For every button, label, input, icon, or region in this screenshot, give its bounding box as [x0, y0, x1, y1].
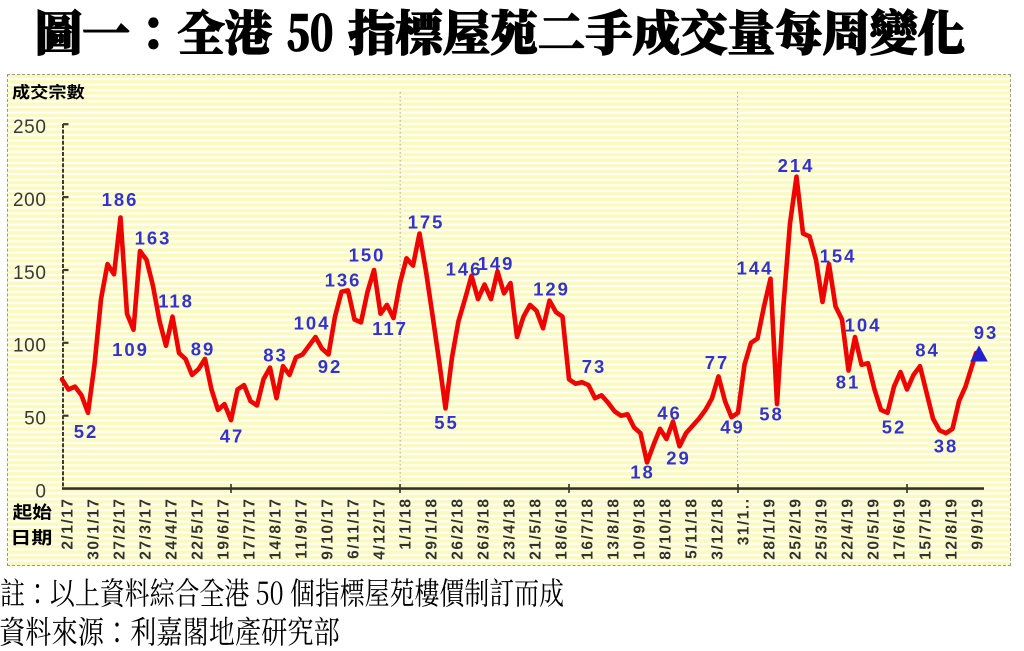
svg-text:250: 250 [13, 117, 47, 138]
svg-text:104: 104 [294, 312, 331, 333]
svg-text:163: 163 [135, 227, 172, 248]
svg-text:117: 117 [372, 318, 408, 339]
svg-text:26/2/18: 26/2/18 [449, 498, 466, 560]
svg-text:30/1/17: 30/1/17 [85, 498, 102, 560]
svg-text:104: 104 [845, 314, 882, 335]
svg-text:109: 109 [112, 339, 149, 360]
svg-text:84: 84 [915, 339, 940, 360]
svg-text:73: 73 [582, 356, 607, 377]
svg-text:18/6/18: 18/6/18 [553, 498, 570, 560]
svg-text:25/3/19: 25/3/19 [813, 498, 830, 560]
svg-text:146: 146 [446, 258, 483, 279]
svg-text:154: 154 [820, 245, 857, 266]
svg-text:52: 52 [882, 416, 907, 437]
svg-text:8/10/18: 8/10/18 [657, 498, 674, 560]
svg-text:2/1/17: 2/1/17 [59, 498, 76, 550]
svg-text:89: 89 [191, 338, 216, 359]
svg-text:15/7/19: 15/7/19 [917, 498, 934, 560]
svg-text:0: 0 [35, 481, 46, 502]
svg-text:22/4/19: 22/4/19 [839, 498, 856, 560]
svg-text:27/3/17: 27/3/17 [137, 498, 154, 560]
svg-text:38: 38 [934, 435, 959, 456]
svg-text:52: 52 [74, 421, 99, 442]
svg-text:136: 136 [325, 269, 362, 290]
svg-text:5/11/18: 5/11/18 [683, 498, 700, 559]
svg-text:16/7/18: 16/7/18 [579, 498, 596, 560]
svg-text:93: 93 [974, 322, 999, 343]
svg-text:175: 175 [408, 211, 445, 232]
svg-text:49: 49 [720, 416, 745, 437]
svg-text:3/12/18: 3/12/18 [709, 498, 726, 560]
svg-text:21/5/18: 21/5/18 [527, 498, 544, 560]
svg-text:150: 150 [13, 263, 47, 284]
svg-text:186: 186 [102, 189, 139, 210]
svg-text:9/10/17: 9/10/17 [319, 498, 336, 560]
svg-text:100: 100 [13, 336, 47, 357]
svg-text:9/9/19: 9/9/19 [969, 498, 986, 550]
svg-text:150: 150 [349, 244, 386, 265]
svg-text:20/5/19: 20/5/19 [865, 498, 882, 560]
svg-text:200: 200 [13, 190, 47, 211]
svg-text:27/2/17: 27/2/17 [111, 498, 128, 560]
svg-text:55: 55 [434, 412, 459, 433]
svg-text:10/9/18: 10/9/18 [631, 498, 648, 560]
svg-text:77: 77 [705, 352, 730, 373]
svg-text:31/1..: 31/1.. [735, 498, 752, 546]
svg-text:149: 149 [478, 253, 515, 274]
svg-text:46: 46 [657, 402, 682, 423]
svg-text:17/7/17: 17/7/17 [241, 498, 258, 560]
svg-text:50: 50 [24, 409, 46, 430]
svg-text:29/1/18: 29/1/18 [423, 498, 440, 560]
svg-text:22/5/17: 22/5/17 [189, 498, 206, 560]
svg-text:58: 58 [759, 403, 784, 424]
svg-text:214: 214 [778, 155, 815, 176]
svg-text:81: 81 [836, 371, 861, 392]
svg-text:13/8/18: 13/8/18 [605, 498, 622, 560]
svg-text:11/9/17: 11/9/17 [293, 498, 310, 559]
svg-text:83: 83 [263, 344, 288, 365]
svg-text:118: 118 [158, 290, 194, 311]
svg-text:129: 129 [533, 278, 570, 299]
svg-text:12/8/19: 12/8/19 [943, 498, 960, 560]
svg-text:47: 47 [220, 425, 245, 446]
svg-text:29: 29 [666, 447, 691, 468]
svg-text:28/1/19: 28/1/19 [761, 498, 778, 560]
svg-text:24/4/17: 24/4/17 [163, 498, 180, 560]
svg-text:6/11/17: 6/11/17 [345, 498, 362, 559]
svg-text:25/2/19: 25/2/19 [787, 498, 804, 560]
svg-text:17/6/19: 17/6/19 [891, 498, 908, 560]
svg-text:23/4/18: 23/4/18 [501, 498, 518, 560]
svg-text:18: 18 [630, 461, 655, 482]
svg-text:19/6/17: 19/6/17 [215, 498, 232, 560]
svg-text:92: 92 [318, 356, 343, 377]
svg-text:14/8/17: 14/8/17 [267, 498, 284, 560]
svg-text:4/12/17: 4/12/17 [371, 498, 388, 560]
svg-text:26/3/18: 26/3/18 [475, 498, 492, 560]
svg-text:144: 144 [737, 257, 774, 278]
svg-text:1/1/18: 1/1/18 [397, 498, 414, 550]
